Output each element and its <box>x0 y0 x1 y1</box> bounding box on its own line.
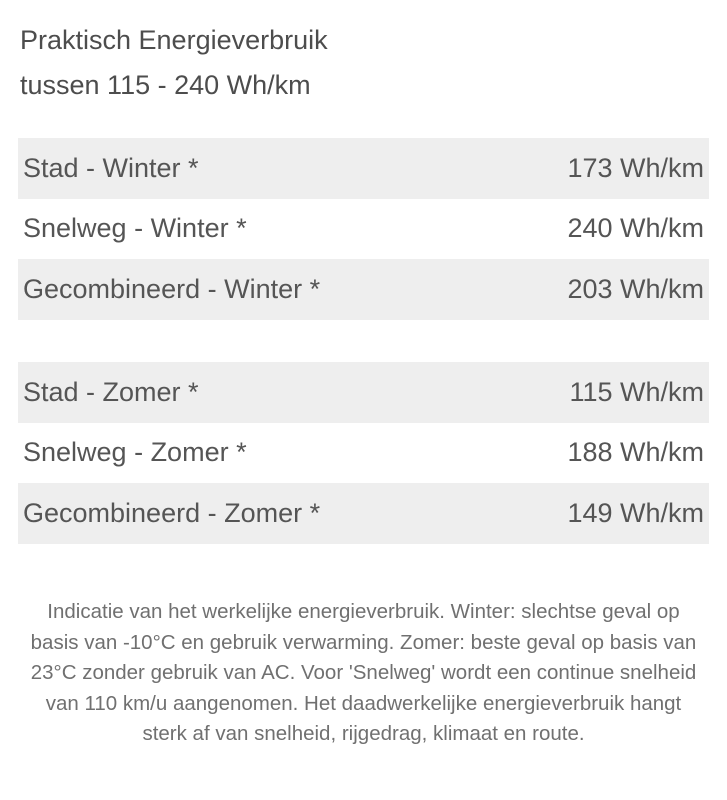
title-line-2: tussen 115 - 240 Wh/km <box>20 70 311 100</box>
table-row: Stad - Zomer * 115 Wh/km <box>18 362 709 423</box>
row-value: 173 Wh/km <box>567 152 704 183</box>
row-label: Stad - Zomer * <box>23 376 199 407</box>
footnote: Indicatie van het werkelijke energieverb… <box>30 600 697 745</box>
row-value: 149 Wh/km <box>567 497 704 528</box>
row-label: Snelweg - Zomer * <box>23 437 247 468</box>
table-row: Snelweg - Winter * 240 Wh/km <box>18 199 709 260</box>
row-label: Gecombineerd - Zomer * <box>23 497 321 528</box>
row-value: 203 Wh/km <box>567 273 704 304</box>
row-value: 240 Wh/km <box>567 213 704 244</box>
title-line-1: Praktisch Energieverbruik <box>20 25 328 55</box>
row-value: 115 Wh/km <box>569 376 704 407</box>
row-value: 188 Wh/km <box>567 437 704 468</box>
winter-consumption-table: Stad - Winter * 173 Wh/km Snelweg - Wint… <box>18 138 709 320</box>
page-title: Praktisch Energieverbruik tussen 115 - 2… <box>20 18 328 108</box>
row-label: Gecombineerd - Winter * <box>23 273 321 304</box>
table-row: Snelweg - Zomer * 188 Wh/km <box>18 423 709 484</box>
summer-consumption-table: Stad - Zomer * 115 Wh/km Snelweg - Zomer… <box>18 362 709 544</box>
row-label: Snelweg - Winter * <box>23 213 247 244</box>
table-row: Gecombineerd - Zomer * 149 Wh/km <box>18 483 709 544</box>
table-row: Gecombineerd - Winter * 203 Wh/km <box>18 259 709 320</box>
table-row: Stad - Winter * 173 Wh/km <box>18 138 709 199</box>
row-label: Stad - Winter * <box>23 152 199 183</box>
